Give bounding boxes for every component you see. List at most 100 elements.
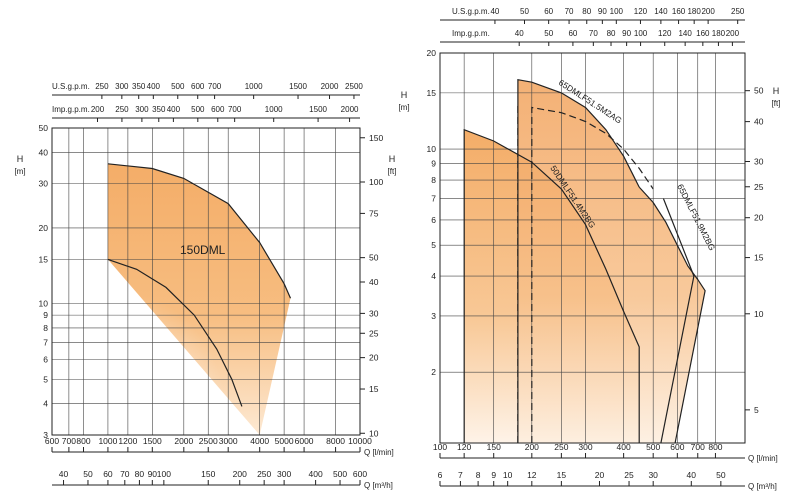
area-150DML — [107, 163, 291, 436]
x-tick-label-m3h: 250 — [257, 469, 271, 479]
usgpm-tick-label: 50 — [520, 7, 529, 16]
y-tick-label: 50 — [39, 123, 49, 133]
y2-axis-unit: [ft] — [388, 167, 397, 176]
x-tick-label-m3h: 8 — [476, 470, 481, 480]
x-tick-label: 2500 — [199, 436, 218, 446]
usgpm-tick-label: 250 — [95, 82, 109, 91]
x-tick-label-m3h: 50 — [716, 470, 726, 480]
ft-tick-label: 5 — [754, 405, 759, 415]
ft-tick-label: 50 — [754, 86, 764, 96]
x-tick-label-m3h: 60 — [103, 469, 113, 479]
curve-150DML-max — [107, 163, 292, 299]
y-axis-unit: [m] — [14, 167, 25, 176]
x-tick-label-m3h: 400 — [309, 469, 323, 479]
x-tick-label-m3h: 15 — [557, 470, 567, 480]
x-tick-label: 4000 — [250, 436, 269, 446]
usgpm-tick-label: 1000 — [245, 82, 263, 91]
ft-tick-label: 10 — [754, 309, 764, 319]
usgpm-tick-label: 400 — [147, 82, 161, 91]
x-tick-label: 1500 — [143, 436, 162, 446]
x-tick-label-m3h: 6 — [438, 470, 443, 480]
y2-axis-label: H — [773, 86, 780, 96]
usgpm-tick-label: 140 — [654, 7, 668, 16]
area-DMLF — [464, 79, 706, 443]
y2-axis-unit: [ft] — [772, 99, 781, 108]
y-tick-label: 7 — [431, 194, 436, 204]
y-tick-label: 30 — [39, 179, 49, 189]
impgpm-tick-label: 60 — [568, 29, 577, 38]
x-axis-label-lmin: Q [l/min] — [748, 454, 778, 463]
impgpm-tick-label: 80 — [607, 29, 616, 38]
x-tick-label: 3000 — [219, 436, 238, 446]
series-label-150DML: 150DML — [180, 243, 226, 257]
area-65DMLF — [517, 79, 706, 443]
x-tick-label-m3h: 70 — [120, 469, 130, 479]
impgpm-tick-label: 500 — [191, 105, 205, 114]
area-150DML-fill — [107, 163, 291, 436]
ft-tick-label: 150 — [369, 133, 383, 143]
y-axis-label: H — [401, 90, 408, 100]
usgpm-tick-label: 90 — [598, 7, 607, 16]
x-tick-label-m3h: 9 — [491, 470, 496, 480]
ft-tick-label: 30 — [369, 308, 379, 318]
usgpm-tick-label: 700 — [208, 82, 222, 91]
y-tick-label: 20 — [39, 223, 49, 233]
impgpm-tick-label: 600 — [211, 105, 225, 114]
curve-65DMLF51-9M2BG — [638, 186, 706, 444]
y-tick-label: 40 — [39, 147, 49, 157]
x-axis-label-m3h: Q [m³/h] — [364, 481, 393, 490]
ft-tick-label: 15 — [369, 384, 379, 394]
x-tick-label: 1000 — [98, 436, 117, 446]
x-tick-label-m3h: 12 — [527, 470, 537, 480]
usgpm-tick-label: 120 — [634, 7, 648, 16]
y-tick-label: 8 — [431, 175, 436, 185]
x-tick-label-m3h: 40 — [687, 470, 697, 480]
impgpm-tick-label: 1000 — [265, 105, 283, 114]
impgpm-tick-label: 200 — [91, 105, 105, 114]
usgpm-tick-label: 160 — [672, 7, 686, 16]
x-tick-label-m3h: 500 — [333, 469, 347, 479]
x-tick-label: 800 — [708, 442, 722, 452]
x-tick-label-m3h: 50 — [83, 469, 93, 479]
x-tick-label: 1200 — [118, 436, 137, 446]
x-tick-label-m3h: 300 — [277, 469, 291, 479]
ft-tick-label: 50 — [369, 253, 379, 263]
y-tick-label: 9 — [43, 310, 48, 320]
y-tick-label: 6 — [431, 215, 436, 225]
x-axis-label-lmin: Q [l/min] — [364, 448, 394, 457]
x-tick-label: 200 — [525, 442, 539, 452]
series-label-65DMLF51-9M2BG: 65DMLF51.9M2BG — [675, 182, 717, 252]
impgpm-tick-label: 1500 — [309, 105, 327, 114]
impgpm-tick-label: 160 — [696, 29, 710, 38]
x-tick-label: 10000 — [348, 436, 372, 446]
impgpm-tick-label: 300 — [135, 105, 149, 114]
y-tick-label: 10 — [39, 299, 49, 309]
usgpm-tick-label: 250 — [731, 7, 745, 16]
x-tick-label-m3h: 80 — [135, 469, 145, 479]
x-tick-label: 8000 — [326, 436, 345, 446]
top-axis-impgpm-label: Imp.g.p.m. — [52, 105, 90, 114]
left-curves — [107, 163, 292, 407]
x-tick-label: 2000 — [174, 436, 193, 446]
y-tick-label: 4 — [431, 271, 436, 281]
usgpm-tick-label: 40 — [490, 7, 499, 16]
y-axis-label: H — [17, 154, 24, 164]
top-axis-impgpm-label: Imp.g.p.m. — [452, 29, 490, 38]
curve-65DMLF51-9M2BG-lower — [660, 198, 695, 444]
ft-tick-label: 40 — [369, 277, 379, 287]
impgpm-tick-label: 120 — [658, 29, 672, 38]
impgpm-tick-label: 700 — [228, 105, 242, 114]
ft-tick-label: 30 — [754, 156, 764, 166]
x-tick-label-m3h: 200 — [233, 469, 247, 479]
ft-tick-label: 75 — [369, 208, 379, 218]
x-tick-label: 120 — [457, 442, 471, 452]
y-axis-unit: [m] — [398, 103, 409, 112]
y-tick-label: 15 — [427, 88, 437, 98]
usgpm-tick-label: 300 — [115, 82, 129, 91]
top-axis-usgpm-label: U.S.g.p.m. — [452, 7, 490, 16]
ft-tick-label: 20 — [754, 213, 764, 223]
x-tick-label: 700 — [62, 436, 76, 446]
usgpm-tick-label: 600 — [191, 82, 205, 91]
usgpm-tick-label: 180 — [687, 7, 701, 16]
